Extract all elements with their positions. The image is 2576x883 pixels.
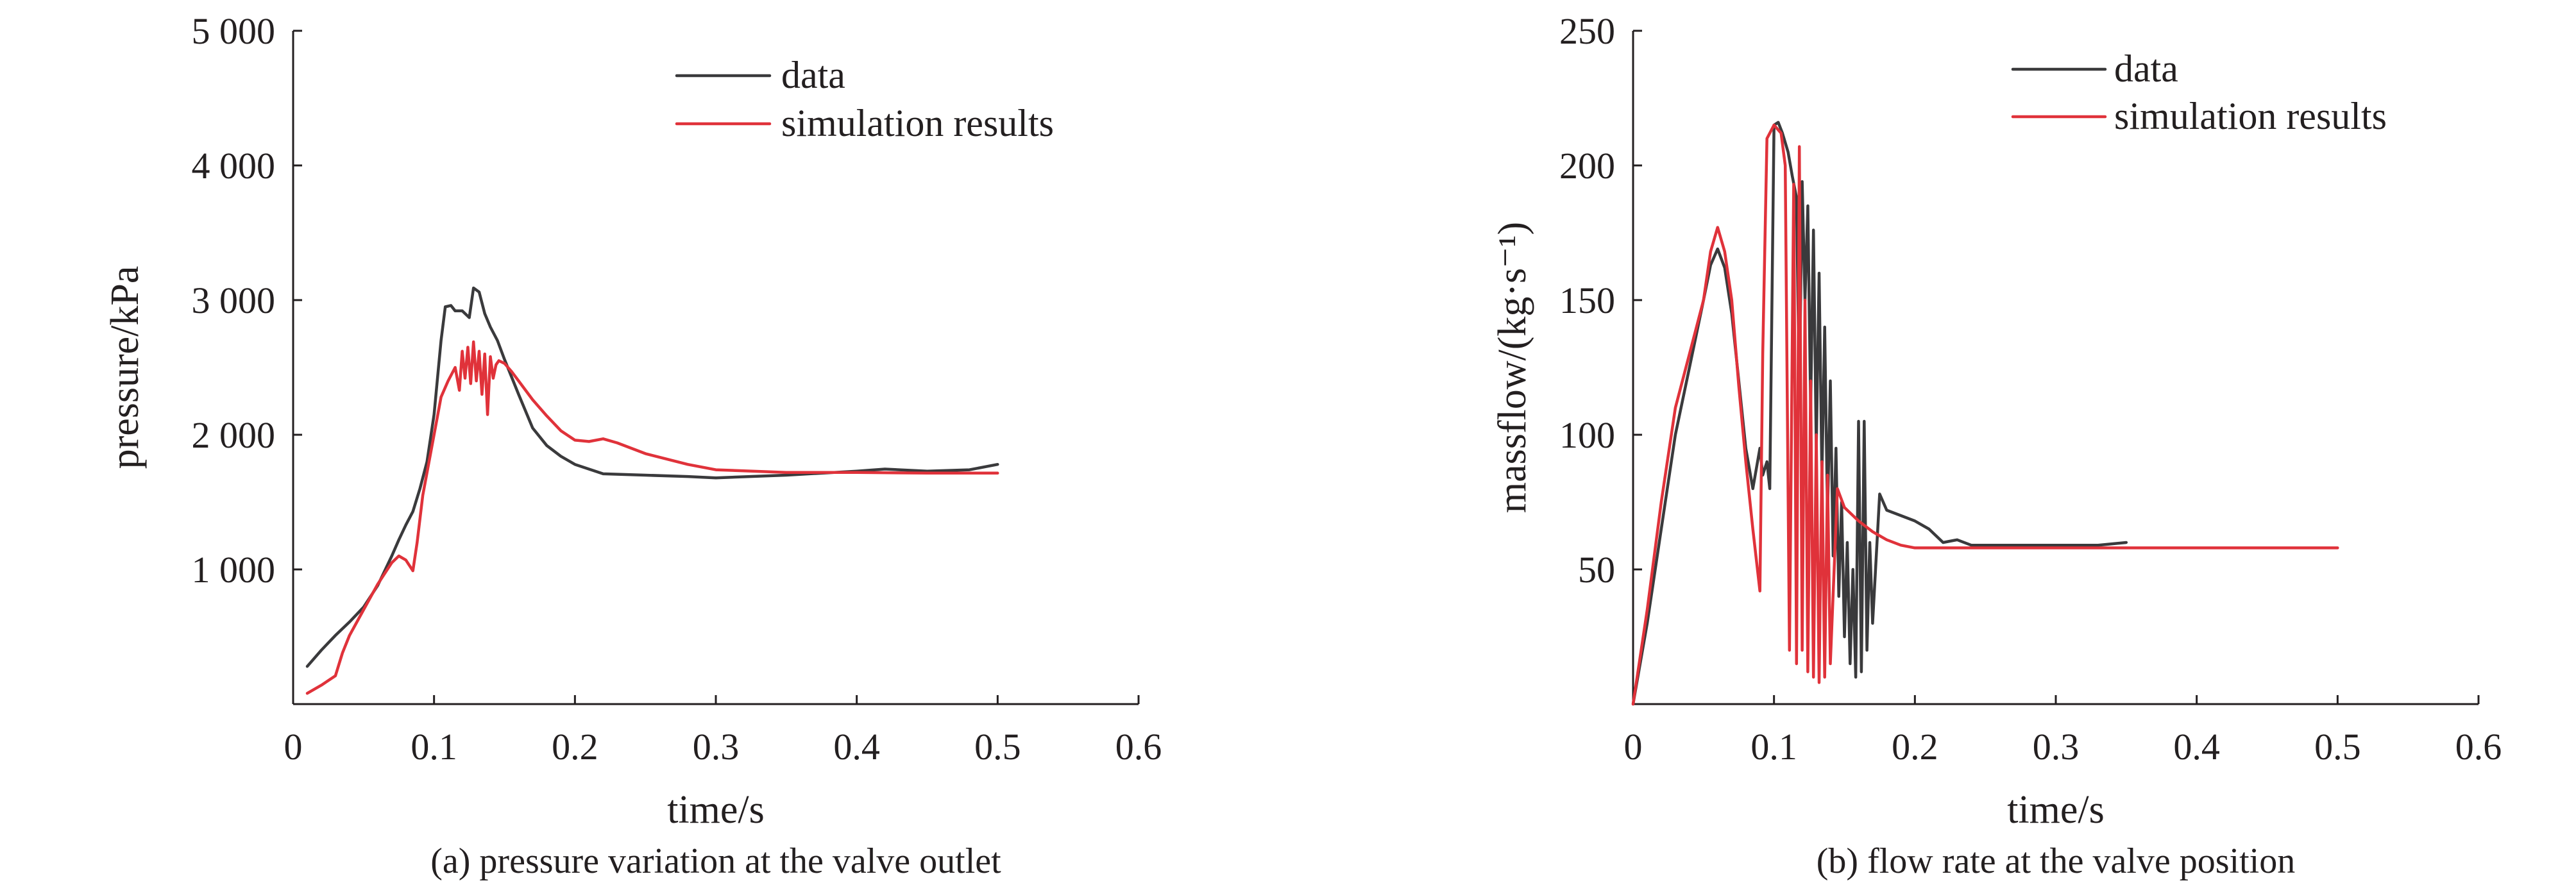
- chart-a-x-tick-label: 0.5: [974, 726, 1021, 768]
- chart-b-x-tick-label: 0.2: [1892, 726, 1938, 768]
- chart-b-y-tick-label: 200: [1559, 145, 1615, 187]
- chart-b-y-tick-label: 250: [1559, 10, 1615, 52]
- chart-a-y-label: pressure/kPa: [103, 266, 147, 469]
- chart-a: 0 0.1 0.2 0.3 0.4 0.5 0.6 1 000 2 000 3 000 4 000…: [103, 10, 1162, 881]
- chart-a-legend-label-simulation: simulation results: [781, 102, 1054, 144]
- chart-a-series-simulation-line: [305, 340, 999, 695]
- chart-a-x-tick-label: 0.6: [1115, 726, 1162, 768]
- chart-b-y-ticks: 50 100 150 200 250: [1559, 10, 1642, 591]
- chart-a-caption: (a) pressure variation at the valve outl…: [430, 841, 1001, 881]
- chart-b-x-tick-label: 0.3: [2033, 726, 2080, 768]
- chart-b-series: [1631, 121, 2339, 706]
- chart-b-legend-label-simulation: simulation results: [2114, 95, 2387, 137]
- chart-a-x-tick-label: 0.2: [552, 726, 598, 768]
- chart-b-y-tick-label: 50: [1578, 549, 1615, 591]
- chart-b-x-label: time/s: [2007, 788, 2105, 832]
- chart-a-x-ticks: 0 0.1 0.2 0.3 0.4 0.5 0.6: [284, 695, 1162, 768]
- chart-a-x-tick-label: 0: [284, 726, 303, 768]
- chart-a-x-label: time/s: [667, 788, 765, 832]
- chart-a-y-tick-label: 2 000: [192, 414, 276, 456]
- chart-b-y-tick-label: 100: [1559, 414, 1615, 456]
- chart-b-caption: (b) flow rate at the valve position: [1817, 841, 2295, 881]
- chart-a-legend: data simulation results: [675, 54, 1054, 144]
- chart-b-y-tick-label: 150: [1559, 280, 1615, 321]
- chart-a-x-tick-label: 0.1: [411, 726, 457, 768]
- chart-a-series: [305, 286, 999, 695]
- chart-b-series-data-line: [1631, 121, 2128, 706]
- chart-a-y-tick-label: 4 000: [192, 145, 276, 187]
- chart-a-y-tick-label: 3 000: [192, 280, 276, 321]
- chart-b-x-tick-label: 0: [1624, 726, 1643, 768]
- chart-b-legend: data simulation results: [2011, 47, 2387, 137]
- chart-b-x-tick-label: 0.4: [2173, 726, 2220, 768]
- chart-a-y-tick-label: 5 000: [192, 10, 276, 52]
- chart-b-x-ticks: 0 0.1 0.2 0.3 0.4 0.5 0.6: [1624, 695, 2502, 768]
- chart-a-y-tick-label: 1 000: [192, 549, 276, 591]
- chart-b-legend-label-data: data: [2114, 47, 2178, 90]
- chart-b-series-simulation-line: [1631, 123, 2339, 706]
- chart-b-x-tick-label: 0.6: [2455, 726, 2502, 768]
- chart-b-x-tick-label: 0.5: [2314, 726, 2361, 768]
- chart-a-y-ticks: 1 000 2 000 3 000 4 000 5 000: [192, 10, 302, 591]
- chart-a-x-tick-label: 0.4: [833, 726, 880, 768]
- chart-a-x-tick-label: 0.3: [693, 726, 740, 768]
- chart-a-legend-label-data: data: [781, 54, 845, 96]
- chart-a-series-data-line: [305, 286, 999, 668]
- chart-b-x-tick-label: 0.1: [1750, 726, 1797, 768]
- chart-b-y-label: massflow/(kg·s⁻¹): [1491, 222, 1534, 513]
- chart-b: 0 0.1 0.2 0.3 0.4 0.5 0.6 50 100 150 200 250 data …: [1491, 10, 2502, 881]
